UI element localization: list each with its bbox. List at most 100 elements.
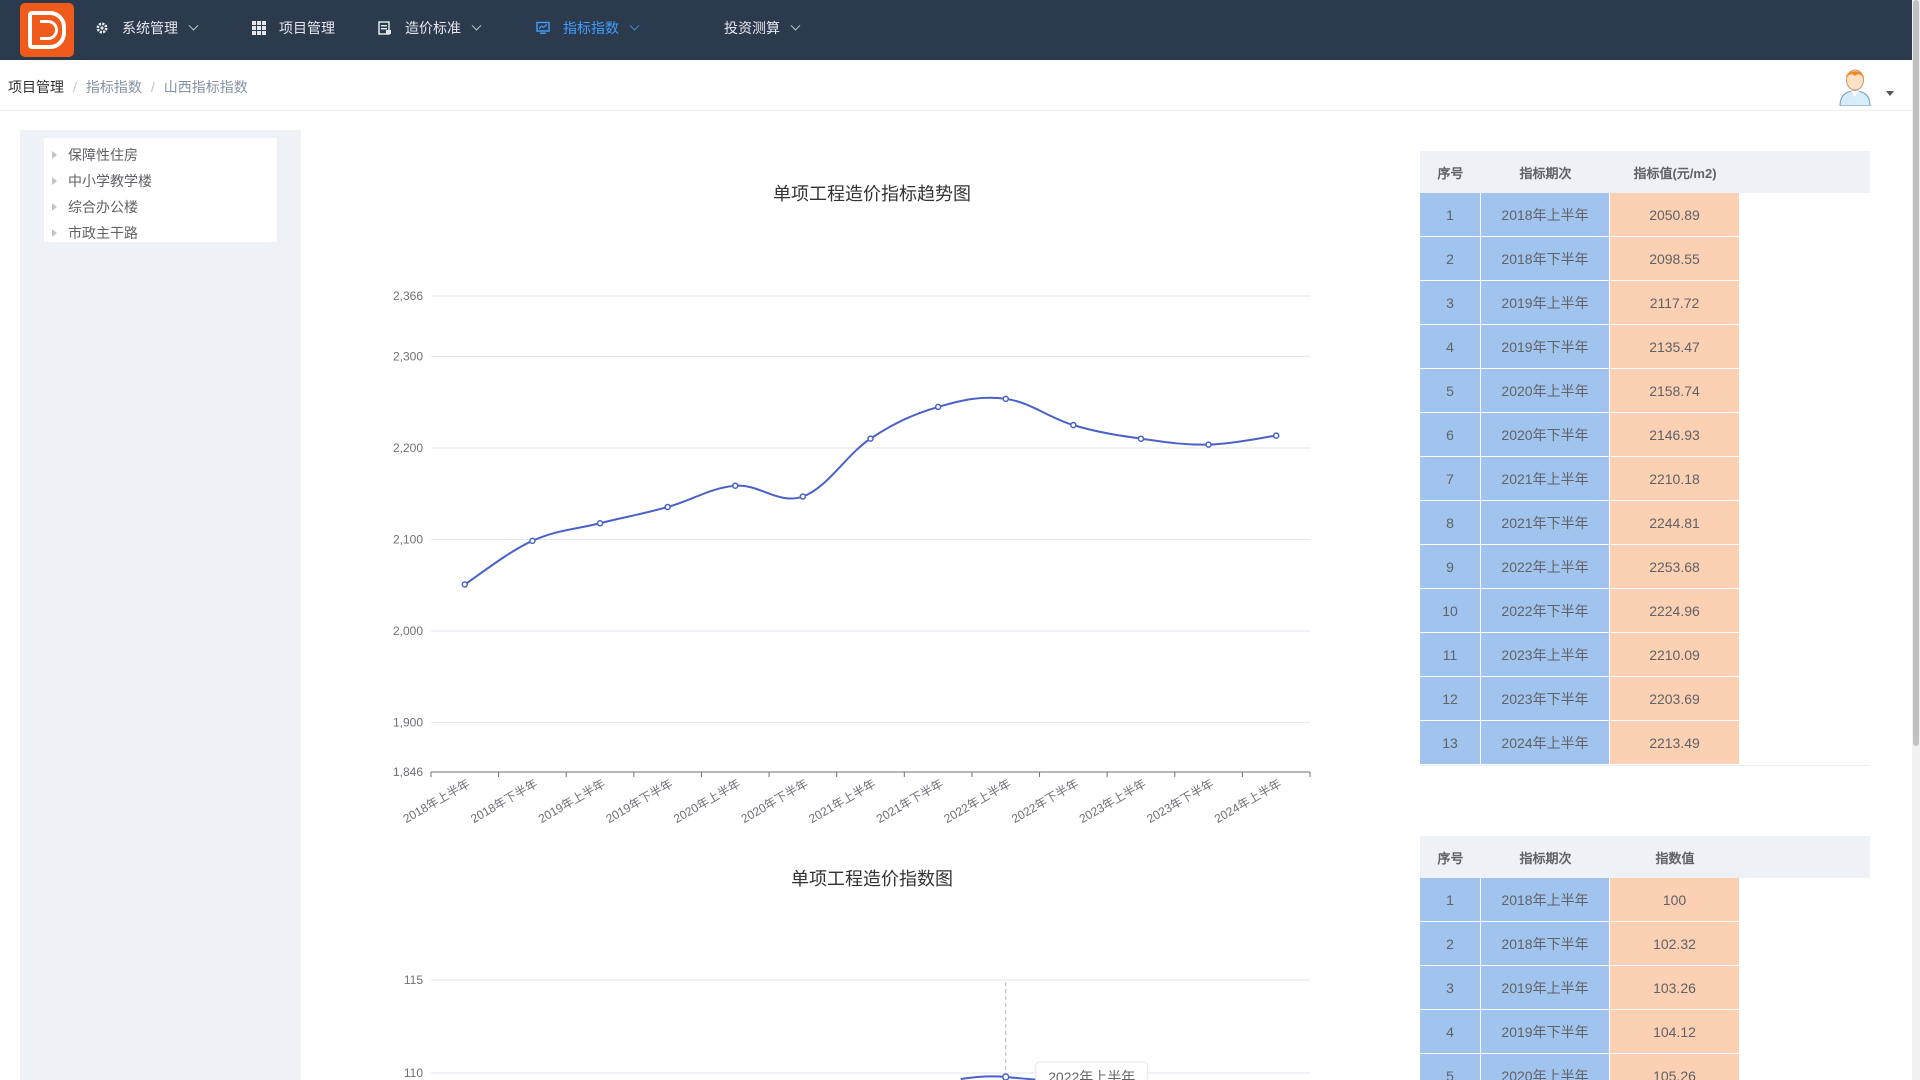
- vertical-scrollbar[interactable]: [1912, 0, 1920, 1080]
- y-tick-label: 2,366: [393, 289, 423, 303]
- chart-title: 单项工程造价指标趋势图: [773, 184, 971, 204]
- table-cell: 1: [1420, 878, 1481, 922]
- trend-line-chart[interactable]: 1,846 1,900 2,000 2,100 2,200 2,300 2,366 2018年…: [360, 260, 1360, 840]
- tree-node-label: 市政主干路: [68, 225, 138, 241]
- table-cell: 8: [1420, 501, 1481, 545]
- table-row[interactable]: 10 2022年下半年 2224.96: [1420, 589, 1870, 633]
- breadcrumb-item[interactable]: 指标指数: [85, 79, 142, 95]
- table-cell: 2117.72: [1610, 281, 1740, 325]
- breadcrumb-bar: 项目管理 / 指标指数 / 山西指标指数: [0, 60, 1912, 111]
- caret-down-icon[interactable]: [1886, 91, 1894, 96]
- chevron-down-icon: [188, 20, 199, 31]
- tree-node[interactable]: 市政主干路: [44, 220, 277, 246]
- table-cell: 2020年下半年: [1481, 413, 1610, 457]
- table-cell: 3: [1420, 966, 1481, 1010]
- table-cell: 2022年下半年: [1481, 589, 1610, 633]
- logo-mark: [28, 11, 66, 49]
- nav-label: 投资测算: [724, 20, 780, 36]
- data-point: [1002, 395, 1009, 403]
- table-cell: 2019年上半年: [1481, 281, 1610, 325]
- table-row[interactable]: 7 2021年上半年 2210.18: [1420, 457, 1870, 501]
- tooltip-box: [1035, 1061, 1149, 1080]
- data-point: [596, 520, 604, 527]
- nav-project-management[interactable]: 项目管理: [251, 0, 335, 56]
- table-cell: 13: [1420, 721, 1481, 765]
- table-cell: 2224.96: [1610, 589, 1740, 633]
- nav-system-management[interactable]: 系统管理: [94, 0, 199, 56]
- nav-index-indicators[interactable]: 指标指数: [535, 0, 640, 56]
- table-cell: 103.26: [1610, 966, 1740, 1010]
- table-row[interactable]: 2 2018年下半年 102.32: [1420, 922, 1870, 966]
- breadcrumb: 项目管理 / 指标指数 / 山西指标指数: [8, 77, 248, 97]
- table-cell: 2019年下半年: [1481, 325, 1610, 369]
- tree-node[interactable]: 综合办公楼: [44, 194, 277, 220]
- y-tick-label: 1,846: [393, 765, 423, 779]
- data-point: [934, 403, 942, 411]
- table-row[interactable]: 12 2023年下半年 2203.69: [1420, 677, 1870, 721]
- table-row[interactable]: 5 2020年上半年 2158.74: [1420, 369, 1870, 413]
- index-line-chart[interactable]: 110 115 2022年上半年: [360, 960, 1360, 1080]
- gear-icon: [94, 20, 110, 36]
- table-cell: 2135.47: [1610, 325, 1740, 369]
- table-cell: 11: [1420, 633, 1481, 677]
- table-row[interactable]: 1 2018年上半年 100: [1420, 878, 1870, 922]
- table-cell: 102.32: [1610, 922, 1740, 966]
- column-header: 指标期次: [1519, 850, 1572, 866]
- tree-node[interactable]: 中小学教学楼: [44, 168, 277, 194]
- data-point: [461, 581, 469, 588]
- caret-right-icon[interactable]: [52, 229, 57, 237]
- data-point: [529, 537, 536, 545]
- table-row[interactable]: 1 2018年上半年 2050.89: [1420, 193, 1870, 237]
- nav-investment-estimate[interactable]: 投资测算: [724, 0, 801, 56]
- data-point: [1205, 441, 1212, 448]
- table-row[interactable]: 2 2018年下半年 2098.55: [1420, 237, 1870, 281]
- chart-tooltip: 2022年上半年: [1035, 1061, 1149, 1080]
- table-row[interactable]: 13 2024年上半年 2213.49: [1420, 721, 1870, 765]
- table-row[interactable]: 4 2019年下半年 104.12: [1420, 1010, 1870, 1054]
- table-cell: 2021年上半年: [1481, 457, 1610, 501]
- table-cell: 2210.18: [1610, 457, 1740, 501]
- table-cell: 9: [1420, 545, 1481, 589]
- table-cell: 2146.93: [1610, 413, 1740, 457]
- table-cell: 4: [1420, 325, 1481, 369]
- caret-right-icon[interactable]: [52, 203, 57, 211]
- category-tree: 保障性住房 中小学教学楼 综合办公楼 市政主干路: [44, 138, 277, 242]
- chevron-down-icon: [471, 20, 482, 31]
- tree-node-label: 中小学教学楼: [68, 173, 152, 189]
- table-row[interactable]: 4 2019年下半年 2135.47: [1420, 325, 1870, 369]
- x-tick-label: 2019年下半年: [603, 776, 675, 825]
- chevron-down-icon: [790, 20, 801, 31]
- caret-right-icon[interactable]: [52, 151, 57, 159]
- data-point: [664, 503, 671, 511]
- caret-right-icon[interactable]: [52, 177, 57, 185]
- y-tick-label: 2,300: [393, 349, 423, 363]
- table-cell: 5: [1420, 369, 1481, 413]
- x-tick-label: 2019年上半年: [536, 776, 608, 825]
- table-cell: 105.26: [1610, 1054, 1740, 1080]
- app-logo[interactable]: [20, 3, 74, 57]
- table-row[interactable]: 11 2023年上半年 2210.09: [1420, 633, 1870, 677]
- column-header: 指标期次: [1519, 165, 1572, 181]
- table-row[interactable]: 9 2022年上半年 2253.68: [1420, 545, 1870, 589]
- nav-label: 系统管理: [122, 20, 178, 36]
- nav-cost-standard[interactable]: 造价标准: [377, 0, 482, 56]
- table-row[interactable]: 6 2020年下半年 2146.93: [1420, 413, 1870, 457]
- x-tick-label: 2020年上半年: [671, 776, 743, 825]
- top-navigation-bar: 系统管理 项目管理 造价标准 指标指数 投资测算: [0, 0, 1920, 60]
- table-row[interactable]: 8 2021年下半年 2244.81: [1420, 501, 1870, 545]
- avatar[interactable]: [1834, 64, 1876, 107]
- scrollbar-thumb[interactable]: [1913, 0, 1919, 746]
- column-header: 序号: [1437, 850, 1464, 866]
- table-row[interactable]: 3 2019年上半年 2117.72: [1420, 281, 1870, 325]
- table-cell: 10: [1420, 589, 1481, 633]
- table-cell: 2244.81: [1610, 501, 1740, 545]
- table-cell: 3: [1420, 281, 1481, 325]
- table-row[interactable]: 5 2020年上半年 105.26: [1420, 1054, 1870, 1080]
- table-cell: 2018年上半年: [1481, 878, 1610, 922]
- tree-node[interactable]: 保障性住房: [44, 142, 277, 168]
- breadcrumb-item[interactable]: 项目管理: [8, 79, 64, 95]
- table-row[interactable]: 3 2019年上半年 103.26: [1420, 966, 1870, 1010]
- y-tick-label: 110: [404, 1066, 423, 1080]
- index-value-table: 序号 指标期次 指数值 1 2018年上半年 100 2 2018年下半年 102.32 3…: [1420, 836, 1870, 1080]
- tree-node-label: 综合办公楼: [68, 199, 138, 215]
